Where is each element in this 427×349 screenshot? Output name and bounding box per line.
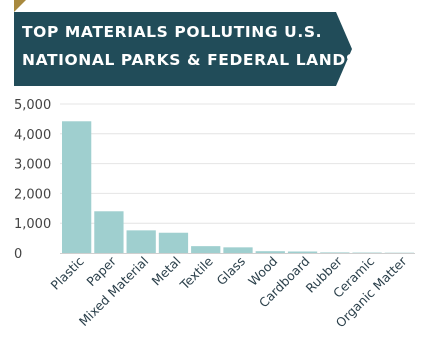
chart-title-line-2: NATIONAL PARKS & FEDERAL LANDS [22,51,358,69]
banner-shape [14,12,352,86]
gridlines [60,103,415,224]
bar-rubber [320,252,350,254]
bar-glass [223,247,253,253]
bar-cardboard [287,251,318,253]
x-category-label: Glass [214,254,249,289]
y-tick-label: 3,000 [14,158,51,173]
y-tick-label: 2,000 [14,187,51,202]
bar-wood [255,251,285,253]
bar-textile [191,246,221,253]
x-category-label: Plastic [48,253,87,292]
bar-metal [158,232,189,253]
bar-paper [94,211,124,253]
title-banner: TOP MATERIALS POLLUTING U.S. NATIONAL PA… [14,12,357,86]
y-tick-label: 0 [14,247,22,262]
y-axis-ticks: 0 1,000 2,000 3,000 4,000 5,000 [14,98,51,262]
bar-mixed-material [126,230,156,253]
y-tick-label: 1,000 [14,217,51,232]
bars [62,121,414,254]
bar-ceramic [352,252,382,254]
x-category-label: Textile [176,253,216,293]
chart-title-line-1: TOP MATERIALS POLLUTING U.S. [22,23,323,41]
banner-corner-tab [14,0,26,12]
y-tick-label: 4,000 [14,128,51,143]
y-tick-label: 5,000 [14,98,51,113]
bar-plastic [62,121,92,253]
